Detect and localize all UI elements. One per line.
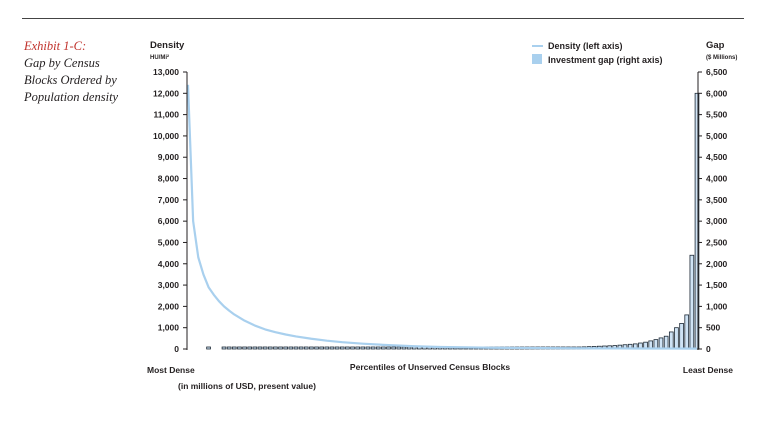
axes [186,72,699,350]
gap-bar [314,346,319,350]
legend: Density (left axis) Investment gap (righ… [532,41,663,65]
left-axis-ticks: 0 1,000 2,000 3,000 4,000 5,000 6,000 7,000 8,00… [153,67,187,354]
gap-bar [231,346,237,350]
gap-bar [684,314,690,350]
right-tick-label: 3,500 [706,195,728,205]
gap-bar [679,323,684,350]
gap-bar [206,346,211,350]
legend-bar-swatch [532,54,542,64]
gap-bar [345,346,350,350]
legend-gap-label: Investment gap (right axis) [548,55,663,65]
right-tick-label: 6,500 [706,67,728,77]
gap-bar [298,346,304,350]
gap-bar [324,346,330,350]
gap-bar [252,346,258,350]
left-tick-label: 5,000 [158,237,180,247]
right-tick-label: 4,000 [706,174,728,184]
gap-bar [273,346,278,350]
right-tick-label: 0 [706,344,711,354]
left-tick-label: 9,000 [158,152,180,162]
gap-bar [247,346,253,350]
left-tick-label: 8,000 [158,174,180,184]
gap-bar [350,346,355,350]
x-axis-title: Percentiles of Unserved Census Blocks [350,362,510,372]
gap-bar [658,337,664,350]
left-tick-label: 3,000 [158,280,180,290]
right-tick-label: 1,500 [706,280,728,290]
left-tick-label: 2,000 [158,301,180,311]
gap-bar [663,335,669,350]
legend-density-label: Density (left axis) [548,41,623,51]
right-tick-label: 2,000 [706,259,728,269]
exhibit-label: Exhibit 1-C: [24,39,87,53]
left-tick-label: 7,000 [158,195,180,205]
gap-bar [339,346,345,350]
right-tick-label: 4,500 [706,152,728,162]
gap-bar [381,346,386,350]
gap-bar [237,346,242,350]
right-tick-label: 1,000 [706,301,728,311]
left-axis-title: Density [150,40,185,51]
gap-bar [406,346,412,350]
gap-bar [288,346,294,350]
gap-bar [283,346,288,350]
gap-bar [242,346,247,350]
gap-bar [267,346,273,350]
density-line [186,84,698,350]
exhibit-title-line-1: Gap by Census [24,56,100,70]
right-tick-label: 5,500 [706,110,728,120]
gap-bar [278,346,283,350]
left-tick-label: 10,000 [153,131,179,141]
left-tick-label: 4,000 [158,259,180,269]
left-tick-label: 6,000 [158,216,180,226]
right-axis-unit: ($ Millions) [706,55,737,61]
right-tick-label: 5,000 [706,131,728,141]
gap-bar [262,346,268,350]
left-tick-label: 12,000 [153,88,179,98]
gap-bar [257,346,263,350]
gap-bar [309,346,314,350]
left-tick-label: 1,000 [158,323,180,333]
gap-bar [293,346,299,350]
right-tick-label: 500 [706,323,720,333]
gap-bar [303,346,309,350]
right-tick-label: 6,000 [706,88,728,98]
gap-bar [329,346,335,350]
gap-bar [401,346,407,350]
right-tick-label: 2,500 [706,237,728,247]
gap-bar [375,346,381,350]
gap-bar [370,346,376,350]
gap-bar [674,327,679,350]
gap-bar [334,346,340,350]
top-rule [22,18,744,19]
gap-bar [391,346,396,350]
gap-bar [360,346,366,350]
exhibit-caption: Exhibit 1-C: Gap by Census Blocks Ordere… [24,38,144,106]
left-tick-label: 11,000 [153,110,179,120]
gap-bar [365,346,371,350]
gap-bar [668,331,674,350]
right-axis-title: Gap [706,40,725,51]
gap-bar [319,346,324,350]
x-left-label: Most Dense [147,365,195,375]
gap-bars [206,92,700,350]
gap-bar [396,346,402,350]
left-tick-label: 0 [174,344,179,354]
gap-bar [386,346,391,350]
x-note: (in millions of USD, present value) [178,381,316,391]
exhibit-title-line-2: Blocks Ordered by [24,73,117,87]
density-line-layer [186,84,698,350]
gap-bar [226,346,232,350]
gap-bar [221,346,227,350]
left-tick-label: 13,000 [153,67,179,77]
left-axis-unit: HU/Mi² [150,54,169,61]
exhibit-title-line-3: Population density [24,90,119,104]
x-right-label: Least Dense [683,365,733,375]
gap-bar [355,346,360,350]
gap-bar [689,254,695,350]
right-tick-label: 3,000 [706,216,728,226]
right-axis-ticks: 0 500 1,000 1,500 2,000 2,500 3,000 3,500 4,000 4… [698,67,728,354]
